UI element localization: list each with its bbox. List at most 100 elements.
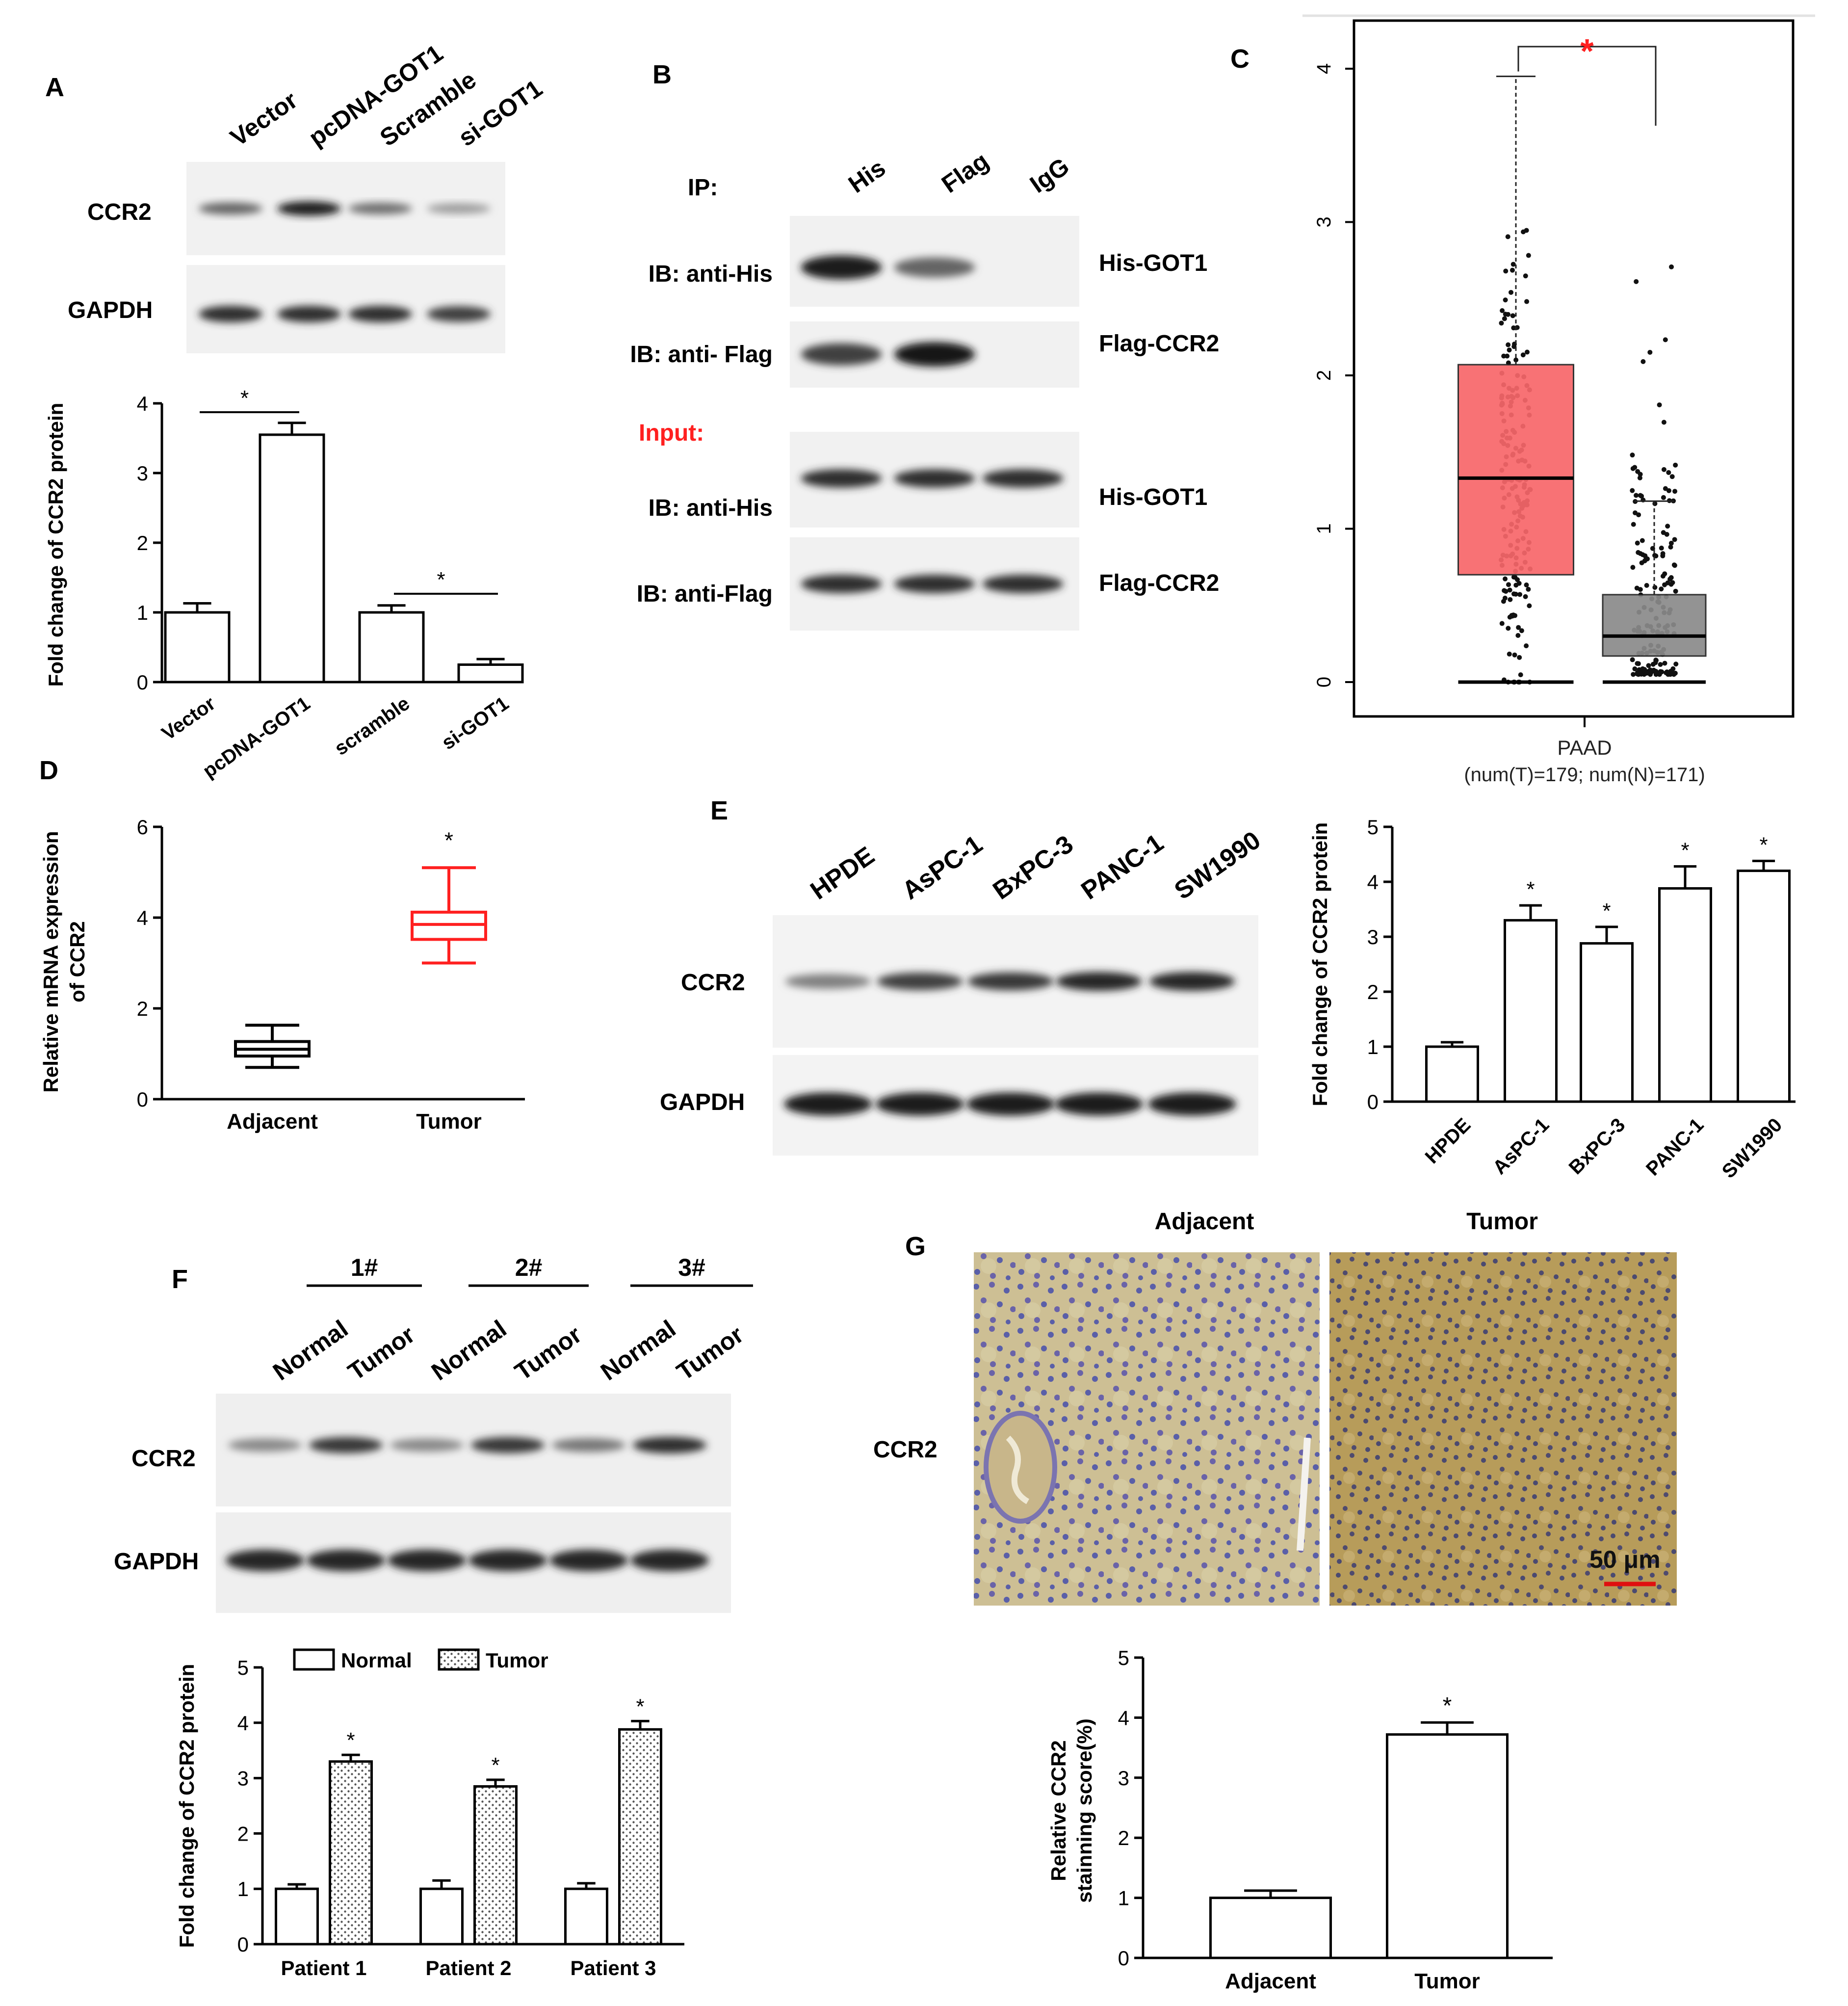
e-xlabel-0: HPDE (1421, 1114, 1475, 1168)
f-legend-tumor-label: Tumor (486, 1649, 548, 1672)
a-gapdh-band-3 (427, 306, 491, 322)
c-point-0-35 (1519, 628, 1524, 633)
c-point-1-10 (1668, 544, 1673, 550)
panel-b-ip-label: IP: (688, 175, 718, 201)
panel-f-ccr2-label: CCR2 (131, 1446, 196, 1472)
c-point-1-161 (1664, 669, 1669, 675)
panel-g-row-label: CCR2 (873, 1437, 937, 1463)
c-sig-bracket (1517, 46, 1657, 126)
panel-c: C 0 1 2 3 4 * PAAD (num(T)=179; num(N)=171) (1230, 14, 1815, 786)
g-bar-0 (1209, 1897, 1332, 1959)
g-axis-ytick-label-5: 5 (1118, 1646, 1129, 1669)
b-lane-2: IgG (1025, 152, 1074, 198)
b-lane-1: Flag (937, 147, 993, 198)
c-point-1-128 (1669, 670, 1674, 676)
f-bar-tumor-2 (618, 1728, 662, 1946)
c-point-1-36 (1638, 493, 1643, 498)
panel-e-letter: E (710, 796, 728, 825)
c-point-1-20 (1665, 524, 1670, 529)
g-ylabel-2: stainning score(%) (1073, 1718, 1096, 1903)
d-axis-ytick-label-1: 2 (137, 997, 148, 1020)
c-point-1-65 (1646, 663, 1651, 668)
b-band-0-0 (801, 255, 882, 280)
d-axis-ytick-label-0: 0 (137, 1088, 148, 1111)
panel-e-gapdh-label: GAPDH (660, 1089, 745, 1115)
b-band-1-0 (801, 343, 882, 366)
f-lane-2: Normal (426, 1315, 511, 1386)
e-ccr2-band-1 (877, 973, 963, 990)
f-lane-4: Normal (596, 1315, 680, 1386)
c-point-0-177 (1506, 582, 1511, 587)
panel-g-scale-label: 50 μm (1589, 1546, 1661, 1573)
c-point-0-80 (1524, 643, 1529, 649)
panel-g-col-tumor: Tumor (1466, 1209, 1538, 1235)
e-ylabel: Fold change of CCR2 protein (1308, 822, 1331, 1107)
c-point-1-73 (1670, 580, 1675, 585)
a-axis-ytick-label-0: 0 (137, 671, 148, 694)
f-legend-tumor-swatch (438, 1648, 480, 1671)
c-point-1-152 (1640, 359, 1646, 364)
f-axis-ytick-label-1: 1 (237, 1877, 249, 1900)
c-point-1-105 (1661, 467, 1666, 472)
e-star-1: * (1526, 877, 1535, 901)
d-ylabel-2: of CCR2 (66, 921, 89, 1003)
c-point-1-129 (1630, 466, 1636, 471)
f-legend-normal-label: Normal (341, 1649, 412, 1672)
a-gapdh-band-2 (348, 306, 412, 322)
f-ylabel: Fold change of CCR2 protein (175, 1664, 198, 1948)
a-xlabel-0: Vector (158, 692, 219, 744)
f-legend-normal-swatch (293, 1648, 335, 1671)
g-axis-ytick-label-3: 3 (1118, 1767, 1129, 1790)
f-patient-label-1: 2# (515, 1254, 543, 1281)
c-point-0-158 (1499, 621, 1505, 626)
c-point-0-94 (1523, 594, 1528, 599)
e-bar-0 (1425, 1045, 1479, 1103)
c-box-1 (1602, 594, 1707, 657)
c-point-1-109 (1631, 522, 1636, 527)
b-band-2-0 (801, 469, 882, 488)
f-star-1: * (491, 1753, 499, 1777)
a-sig-star-1: * (437, 568, 445, 592)
g-xlabel-1: Tumor (1414, 1969, 1480, 1993)
f-axis-ytick-label-5: 5 (237, 1656, 249, 1679)
b-right-label-2: His-GOT1 (1099, 484, 1207, 510)
c-point-1-170 (1658, 662, 1663, 667)
c-point-1-115 (1634, 279, 1639, 284)
e-star-3: * (1681, 839, 1689, 863)
g-axis-ytick-label-1: 1 (1118, 1887, 1129, 1910)
f-gapdh-band-2 (388, 1549, 466, 1572)
e-axis-ytick-label-0: 0 (1367, 1090, 1379, 1113)
f-axis-ytick-label-4: 4 (237, 1712, 249, 1735)
e-star-4: * (1759, 833, 1768, 857)
b-band-2-2 (982, 469, 1064, 488)
b-right-label-1: Flag-CCR2 (1099, 331, 1219, 357)
c-point-0-15 (1506, 342, 1511, 347)
a-bar-0 (164, 611, 231, 684)
c-point-0-71 (1510, 313, 1515, 318)
c-point-0-85 (1510, 262, 1516, 267)
panel-a-bands (199, 201, 491, 322)
f-lane-0: Normal (268, 1315, 353, 1386)
c-point-1-168 (1647, 672, 1653, 677)
c-point-0-70 (1508, 597, 1513, 602)
f-ccr2-band-1 (309, 1437, 383, 1453)
e-gapdh-band-0 (784, 1092, 872, 1116)
f-gapdh-band-1 (307, 1549, 385, 1572)
c-point-1-84 (1635, 661, 1640, 666)
c-point-0-86 (1503, 576, 1508, 581)
e-ccr2-band-3 (1056, 972, 1142, 991)
c-point-0-113 (1521, 229, 1526, 235)
c-point-1-148 (1632, 666, 1638, 672)
c-point-1-103 (1668, 575, 1674, 581)
panel-g-col-adjacent: Adjacent (1155, 1209, 1254, 1235)
c-point-1-58 (1631, 672, 1636, 677)
e-ccr2-band-2 (967, 972, 1054, 991)
c-point-1-100 (1669, 474, 1675, 479)
c-point-0-54 (1518, 672, 1523, 678)
c-point-1-131 (1652, 669, 1658, 674)
f-bar-tumor-1 (473, 1785, 518, 1946)
c-frame (1353, 19, 1795, 718)
e-bar-3 (1658, 887, 1712, 1103)
